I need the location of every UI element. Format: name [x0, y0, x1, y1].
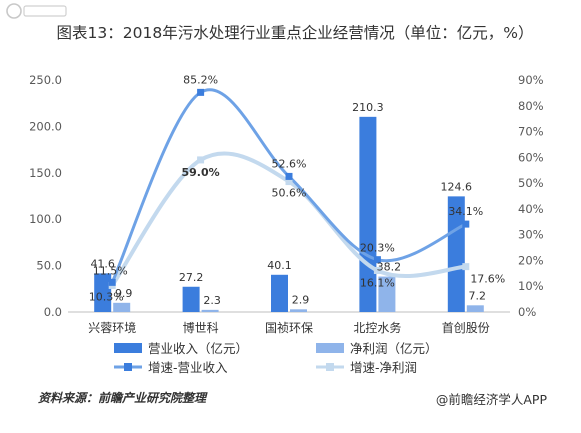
profit-growth-label: 17.6% — [470, 273, 505, 286]
legend-marker — [326, 363, 334, 371]
y2-tick-label: 90% — [518, 73, 544, 87]
revenue-growth-label: 11.5% — [93, 264, 128, 277]
y2-tick-label: 30% — [518, 228, 544, 242]
y2-tick-label: 60% — [518, 150, 544, 164]
revenue-growth-label: 52.6% — [272, 157, 307, 170]
legend: 营业收入（亿元） 净利润（亿元） 增速-营业收入 增速-净利润 — [114, 341, 438, 375]
revenue-value-label: 40.1 — [267, 259, 292, 272]
x-tick-label: 北控水务 — [353, 320, 401, 335]
revenue-bar — [182, 286, 200, 312]
legend-label: 增速-营业收入 — [148, 360, 228, 375]
profit-growth-label: 59.0% — [182, 166, 220, 179]
revenue-value-label: 210.3 — [352, 101, 384, 114]
revenue-value-label: 124.6 — [441, 180, 473, 193]
profit-growth-label: 10.3% — [89, 290, 124, 303]
profit-value-label: 9.9 — [115, 287, 133, 300]
profit-bar — [466, 305, 484, 312]
y-tick-label: 250.0 — [29, 73, 62, 87]
y2-tick-label: 70% — [518, 125, 544, 139]
profit-bar — [201, 309, 219, 312]
profit-bar — [290, 309, 307, 312]
revenue-growth-label: 85.2% — [183, 73, 218, 86]
y-tick-label: 100.0 — [29, 212, 62, 226]
x-tick-label: 兴蓉环境 — [88, 320, 136, 335]
legend-marker — [124, 363, 132, 371]
x-tick-label: 博世科 — [183, 320, 219, 335]
revenue-growth-marker — [197, 88, 205, 96]
revenue-growth-marker — [373, 256, 381, 264]
profit-bar — [113, 302, 131, 312]
y-tick-label: 50.0 — [36, 259, 62, 273]
x-tick-label: 国祯环保 — [265, 321, 313, 335]
y2-tick-label: 0% — [518, 305, 536, 319]
legend-label: 增速-净利润 — [350, 360, 417, 375]
legend-swatch — [114, 343, 142, 353]
lines — [108, 88, 470, 289]
profit-bar — [378, 276, 396, 312]
revenue-growth-marker — [462, 220, 470, 228]
watermark-logo — [6, 3, 67, 19]
y-tick-label: 150.0 — [29, 166, 62, 180]
profit-value-label: 2.9 — [292, 293, 310, 306]
profit-growth-marker — [197, 156, 205, 164]
profit-value-label: 7.2 — [469, 289, 487, 302]
profit-growth-label: 50.6% — [272, 187, 307, 200]
bars — [94, 116, 484, 312]
revenue-growth-marker — [108, 278, 116, 286]
revenue-value-label: 27.2 — [179, 271, 204, 284]
revenue-value-label: 41.6 — [90, 257, 115, 270]
profit-growth-marker — [462, 263, 470, 271]
y2-tick-label: 50% — [518, 176, 544, 190]
legend-label: 营业收入（亿元） — [148, 341, 248, 356]
revenue-growth-line — [110, 88, 467, 283]
profit-value-label: 38.2 — [377, 261, 402, 274]
y2-tick-label: 40% — [518, 202, 544, 216]
revenue-bar — [94, 273, 112, 312]
axes: 0.0 50.0 100.0 150.0 200.0 250.0 0% 10% 20% 30% 40… — [29, 73, 544, 335]
y2-tick-label: 10% — [518, 279, 544, 293]
brand-credit: @前瞻经济学人APP — [435, 392, 547, 407]
legend-label: 净利润（亿元） — [350, 341, 438, 356]
revenue-bar — [271, 274, 288, 312]
chart-title: 图表13：2018年污水处理行业重点企业经营情况（单位：亿元，%） — [56, 24, 534, 42]
data-labels: 41.6 9.9 27.2 2.3 40.1 2.9 210.3 38.2 124.6 7.2 11… — [89, 73, 506, 306]
y2-tick-label: 20% — [518, 253, 544, 267]
x-tick-label: 首创股份 — [442, 321, 490, 335]
source-note: 资料来源：前瞻产业研究院整理 — [38, 391, 207, 405]
y-tick-label: 0.0 — [44, 305, 62, 319]
profit-growth-marker — [373, 266, 381, 274]
revenue-growth-marker — [285, 172, 293, 180]
profit-growth-label: 16.1% — [360, 276, 395, 289]
profit-value-label: 2.3 — [203, 294, 221, 307]
y-tick-label: 200.0 — [29, 119, 62, 133]
legend-swatch — [316, 343, 344, 353]
y2-tick-label: 80% — [518, 99, 544, 113]
revenue-growth-label: 34.1% — [448, 205, 483, 218]
revenue-growth-label: 20.3% — [360, 242, 395, 255]
profit-growth-marker — [285, 178, 293, 186]
